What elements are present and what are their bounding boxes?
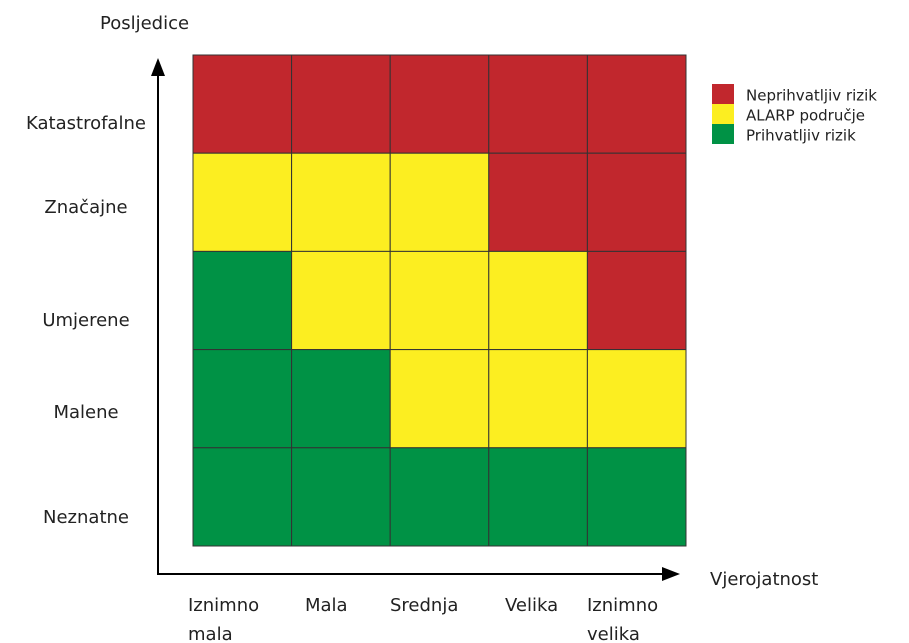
y-axis-title: Posljedice xyxy=(100,13,189,34)
row-label: Malene xyxy=(53,402,118,423)
legend-swatch xyxy=(712,84,734,104)
column-label: Mala xyxy=(305,595,348,616)
risk-cell xyxy=(291,152,391,252)
column-label: Srednja xyxy=(390,595,458,616)
risk-cell xyxy=(192,349,293,449)
row-label: Umjerene xyxy=(42,310,129,331)
risk-cell xyxy=(389,152,490,252)
risk-cell xyxy=(586,152,687,252)
risk-cell xyxy=(389,447,490,547)
legend-label: Prihvatljiv rizik xyxy=(746,127,856,145)
row-label: Neznatne xyxy=(43,507,129,528)
risk-cell xyxy=(291,447,391,547)
risk-cell xyxy=(488,349,588,449)
risk-cell xyxy=(291,250,391,351)
legend-label: Neprihvatljiv rizik xyxy=(746,87,877,105)
row-label: Katastrofalne xyxy=(26,113,146,134)
column-label: Velika xyxy=(505,595,558,616)
column-label: mala xyxy=(188,624,233,643)
risk-cell xyxy=(488,152,588,252)
risk-cell xyxy=(192,447,293,547)
legend-swatch xyxy=(712,124,734,144)
risk-cell xyxy=(192,250,293,351)
risk-cell xyxy=(192,54,293,154)
risk-cell xyxy=(488,54,588,154)
risk-cell xyxy=(586,250,687,351)
risk-cell xyxy=(586,54,687,154)
x-arrow xyxy=(662,567,680,581)
risk-cell xyxy=(586,447,687,547)
y-arrow xyxy=(151,58,165,76)
risk-cell xyxy=(389,54,490,154)
risk-cell xyxy=(389,250,490,351)
legend-swatch xyxy=(712,104,734,124)
x-axis-title: Vjerojatnost xyxy=(710,569,818,590)
risk-cell xyxy=(389,349,490,449)
risk-cell xyxy=(488,250,588,351)
risk-cell xyxy=(586,349,687,449)
legend-label: ALARP područje xyxy=(746,107,865,125)
risk-cell xyxy=(192,152,293,252)
risk-cell xyxy=(291,349,391,449)
column-label: Iznimno xyxy=(587,595,658,616)
row-label: Značajne xyxy=(44,197,127,218)
risk-cell xyxy=(291,54,391,154)
column-label: Iznimno xyxy=(188,595,259,616)
risk-cell xyxy=(488,447,588,547)
column-label: velika xyxy=(587,624,640,643)
